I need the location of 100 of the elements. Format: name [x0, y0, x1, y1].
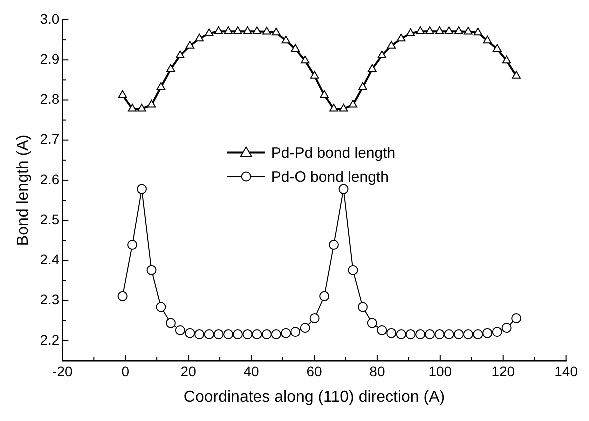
point [281, 328, 292, 338]
x-tick-label: -20 [52, 363, 73, 380]
point [176, 50, 185, 58]
point [367, 318, 378, 328]
point [146, 265, 157, 276]
point [444, 330, 454, 340]
point [330, 104, 338, 112]
y-tick-label: 2.3 [40, 292, 60, 308]
point [128, 240, 138, 250]
point [252, 330, 262, 340]
point [310, 71, 320, 79]
point [291, 44, 300, 52]
point [502, 56, 512, 64]
point [464, 27, 473, 35]
point [512, 313, 522, 324]
point [329, 240, 340, 250]
legend-label: Pd-O bond length [271, 168, 389, 186]
point [348, 265, 358, 276]
point [195, 34, 204, 42]
point [435, 26, 444, 34]
point [290, 327, 301, 338]
point [233, 330, 243, 340]
point [242, 330, 253, 340]
point [252, 26, 262, 34]
x-tick-label: 80 [370, 363, 386, 380]
point [310, 313, 320, 324]
point [300, 323, 310, 334]
y-tick-label: 2.6 [40, 171, 60, 188]
point [224, 26, 233, 34]
point [426, 26, 434, 34]
point [482, 328, 493, 338]
x-tick-label: 140 [554, 363, 578, 380]
point [434, 330, 445, 340]
point [262, 330, 272, 340]
point [463, 330, 474, 340]
point [444, 26, 454, 34]
point [185, 328, 196, 338]
point [136, 184, 147, 194]
y-tick-label: 2.8 [40, 91, 60, 108]
point [368, 64, 377, 72]
y-tick-label: 2.4 [40, 252, 60, 268]
y-tick-label: 3.0 [40, 10, 60, 27]
point [118, 90, 128, 98]
point [378, 50, 387, 58]
point [483, 36, 492, 44]
point [204, 330, 214, 340]
point [454, 26, 464, 34]
point [454, 330, 464, 340]
point [474, 28, 483, 36]
point [512, 71, 521, 79]
point [416, 26, 425, 34]
point [377, 326, 388, 336]
point [271, 330, 282, 340]
point [147, 100, 156, 108]
point [224, 330, 234, 340]
point [234, 26, 242, 34]
point [272, 28, 281, 36]
point [492, 327, 502, 338]
point [204, 28, 214, 36]
point [406, 28, 416, 36]
y-tick-label: 2.5 [40, 211, 60, 228]
point [282, 36, 291, 44]
legend-label: Pd-Pd bond length [271, 144, 396, 162]
x-tick-label: 100 [428, 363, 452, 380]
point [396, 330, 406, 340]
point [492, 44, 502, 52]
point [118, 291, 128, 302]
point [386, 328, 397, 338]
x-tick-label: 60 [306, 363, 322, 380]
point [338, 184, 349, 194]
point [186, 41, 195, 49]
point [358, 302, 368, 312]
point [138, 104, 146, 112]
point [425, 330, 436, 340]
point [156, 302, 166, 312]
point [128, 104, 137, 112]
x-tick-label: 20 [180, 363, 197, 380]
point [262, 27, 272, 35]
point [194, 330, 205, 340]
point [166, 318, 176, 328]
point [300, 56, 310, 64]
point [320, 291, 330, 302]
point [396, 34, 406, 42]
point [358, 82, 368, 90]
point [214, 330, 224, 340]
point [502, 323, 512, 334]
point [214, 26, 224, 34]
y-tick-label: 2.9 [40, 50, 60, 67]
y-tick-label: 2.7 [40, 131, 60, 148]
y-tick-label: 2.2 [40, 332, 60, 348]
point [175, 326, 186, 336]
point [406, 330, 416, 340]
point [387, 41, 396, 49]
point [243, 26, 252, 34]
x-axis-title: Coordinates along (110) direction (A) [184, 388, 446, 406]
point [156, 82, 166, 90]
x-tick-label: 40 [244, 363, 260, 380]
point [473, 330, 484, 340]
point [339, 104, 348, 112]
point [348, 100, 358, 108]
